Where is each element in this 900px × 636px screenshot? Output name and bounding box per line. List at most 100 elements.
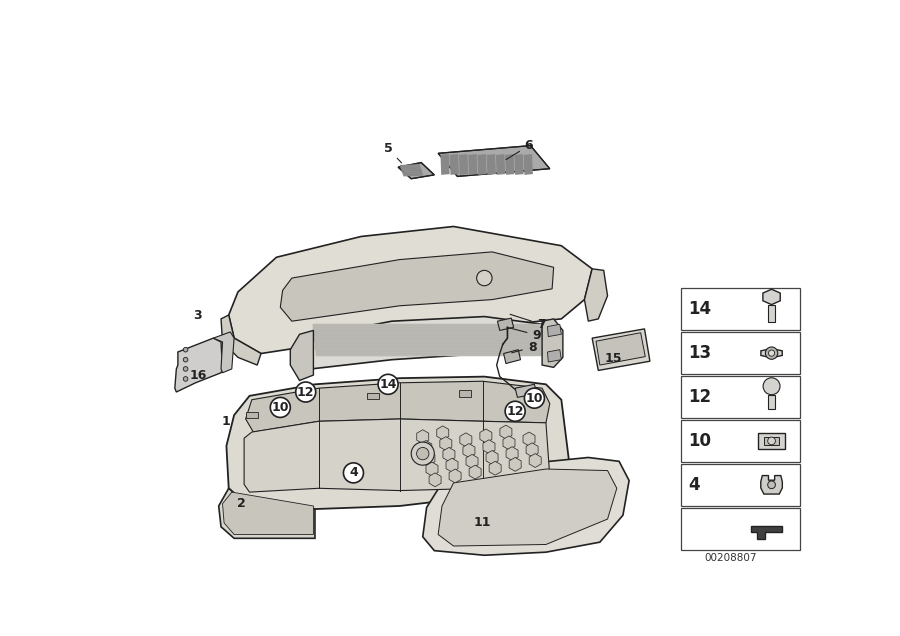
Polygon shape	[592, 329, 650, 370]
Polygon shape	[477, 154, 487, 175]
Polygon shape	[314, 336, 542, 338]
Text: 3: 3	[194, 308, 202, 322]
Polygon shape	[175, 338, 222, 392]
Polygon shape	[426, 462, 438, 476]
Circle shape	[184, 347, 188, 352]
Text: 1: 1	[222, 415, 230, 428]
Circle shape	[765, 347, 778, 359]
Circle shape	[184, 377, 188, 381]
Polygon shape	[509, 457, 521, 471]
Text: 4: 4	[688, 476, 700, 494]
Polygon shape	[487, 154, 496, 175]
Polygon shape	[436, 426, 449, 439]
Circle shape	[505, 401, 526, 421]
Polygon shape	[423, 452, 435, 465]
Polygon shape	[547, 324, 562, 336]
Polygon shape	[315, 346, 543, 348]
Polygon shape	[221, 315, 261, 365]
Polygon shape	[758, 433, 786, 448]
FancyBboxPatch shape	[680, 508, 800, 550]
Circle shape	[525, 388, 544, 408]
Polygon shape	[316, 352, 544, 354]
Circle shape	[763, 378, 780, 395]
Polygon shape	[460, 433, 472, 446]
Polygon shape	[227, 377, 569, 509]
Text: 5: 5	[383, 142, 401, 163]
Polygon shape	[468, 154, 477, 175]
Polygon shape	[219, 488, 315, 538]
Text: 12: 12	[297, 385, 314, 399]
Text: 15: 15	[604, 352, 622, 364]
Text: 2: 2	[238, 497, 247, 510]
Polygon shape	[763, 289, 780, 305]
Circle shape	[769, 350, 775, 356]
Polygon shape	[311, 317, 542, 369]
Polygon shape	[213, 332, 234, 373]
Polygon shape	[246, 381, 550, 432]
Polygon shape	[769, 305, 775, 322]
Polygon shape	[498, 318, 514, 331]
Polygon shape	[438, 469, 616, 546]
Circle shape	[344, 463, 364, 483]
Text: 11: 11	[474, 516, 491, 529]
Polygon shape	[316, 354, 544, 356]
FancyBboxPatch shape	[680, 420, 800, 462]
Text: 9: 9	[507, 328, 541, 342]
Text: 00208807: 00208807	[705, 553, 757, 563]
Polygon shape	[440, 437, 452, 450]
Text: 10: 10	[688, 432, 711, 450]
Polygon shape	[751, 525, 781, 539]
Polygon shape	[515, 384, 536, 398]
Polygon shape	[496, 154, 505, 175]
FancyBboxPatch shape	[680, 376, 800, 418]
Circle shape	[477, 270, 492, 286]
Polygon shape	[314, 338, 542, 340]
Polygon shape	[547, 350, 562, 362]
Polygon shape	[366, 393, 379, 399]
Polygon shape	[244, 419, 550, 492]
Circle shape	[417, 448, 429, 460]
Polygon shape	[316, 350, 544, 352]
Polygon shape	[449, 469, 461, 483]
Polygon shape	[524, 154, 533, 175]
Circle shape	[768, 437, 776, 445]
Polygon shape	[466, 454, 478, 468]
Polygon shape	[504, 350, 520, 364]
Circle shape	[296, 382, 316, 402]
Circle shape	[768, 481, 776, 488]
Polygon shape	[313, 330, 541, 331]
Polygon shape	[429, 473, 441, 487]
Polygon shape	[291, 331, 313, 380]
Polygon shape	[400, 164, 420, 167]
Polygon shape	[486, 450, 498, 464]
Polygon shape	[506, 446, 518, 460]
Polygon shape	[526, 443, 538, 457]
Polygon shape	[313, 326, 541, 328]
Polygon shape	[584, 269, 608, 321]
Polygon shape	[459, 154, 468, 175]
Polygon shape	[315, 349, 544, 350]
Text: 12: 12	[688, 388, 712, 406]
Polygon shape	[515, 154, 524, 175]
Polygon shape	[280, 252, 554, 321]
Polygon shape	[274, 406, 286, 412]
Polygon shape	[314, 340, 543, 342]
Text: 7: 7	[510, 314, 545, 331]
Polygon shape	[315, 342, 543, 343]
Polygon shape	[523, 432, 535, 446]
Polygon shape	[402, 171, 423, 174]
Polygon shape	[483, 439, 495, 453]
Polygon shape	[398, 163, 435, 179]
Polygon shape	[440, 154, 450, 175]
Polygon shape	[769, 395, 775, 408]
Polygon shape	[423, 457, 629, 555]
Polygon shape	[542, 319, 562, 368]
Polygon shape	[400, 167, 421, 169]
Polygon shape	[402, 174, 424, 176]
Text: 12: 12	[507, 404, 524, 418]
Polygon shape	[469, 465, 482, 479]
Circle shape	[411, 442, 435, 465]
Polygon shape	[764, 437, 779, 445]
Polygon shape	[419, 441, 432, 454]
Polygon shape	[313, 328, 541, 329]
